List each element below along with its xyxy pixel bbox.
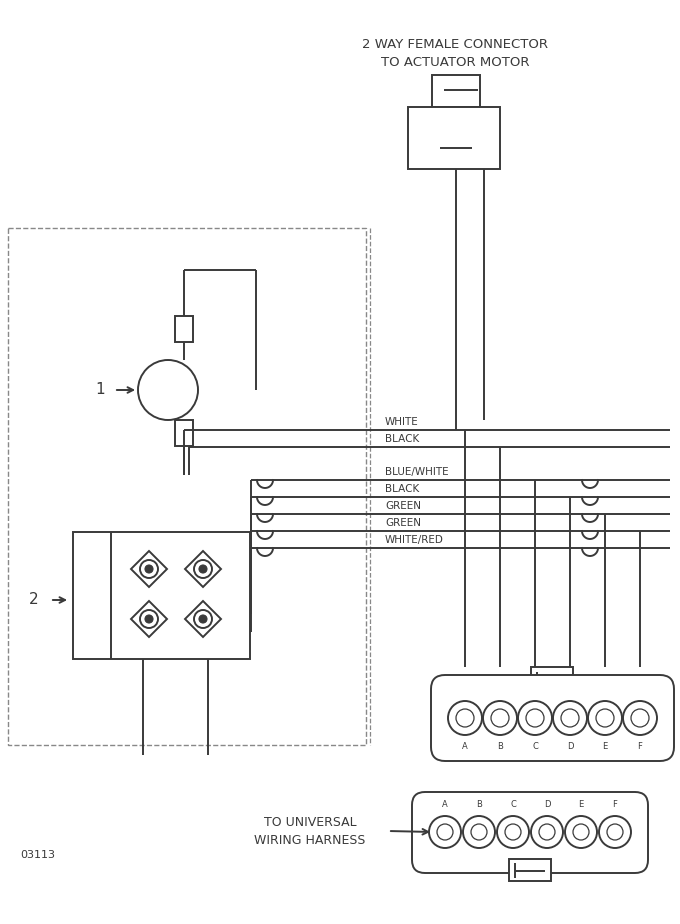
Text: A: A bbox=[442, 800, 448, 809]
Text: C: C bbox=[510, 800, 516, 809]
Circle shape bbox=[437, 824, 453, 840]
Polygon shape bbox=[131, 551, 167, 587]
Text: F: F bbox=[638, 742, 643, 751]
Circle shape bbox=[194, 610, 212, 628]
Circle shape bbox=[565, 816, 597, 848]
Bar bbox=[432, 75, 480, 107]
Circle shape bbox=[539, 824, 555, 840]
Bar bbox=[73, 532, 250, 659]
Circle shape bbox=[140, 560, 158, 578]
Text: WIRING HARNESS: WIRING HARNESS bbox=[254, 833, 366, 846]
Circle shape bbox=[471, 824, 487, 840]
Text: E: E bbox=[602, 742, 608, 751]
Circle shape bbox=[518, 701, 552, 735]
Circle shape bbox=[145, 615, 153, 623]
Text: A: A bbox=[462, 742, 468, 751]
Circle shape bbox=[483, 701, 517, 735]
Text: D: D bbox=[566, 742, 573, 751]
Circle shape bbox=[588, 701, 622, 735]
Circle shape bbox=[194, 560, 212, 578]
Text: BLACK: BLACK bbox=[385, 484, 420, 494]
Circle shape bbox=[526, 709, 544, 727]
Circle shape bbox=[497, 816, 529, 848]
Text: D: D bbox=[544, 800, 550, 809]
Circle shape bbox=[138, 360, 198, 420]
Text: BLACK: BLACK bbox=[385, 434, 420, 444]
Circle shape bbox=[463, 816, 495, 848]
Bar bbox=[408, 107, 500, 169]
Text: BLUE/WHITE: BLUE/WHITE bbox=[385, 467, 449, 477]
Circle shape bbox=[561, 709, 579, 727]
Bar bbox=[175, 316, 193, 342]
Text: B: B bbox=[497, 742, 503, 751]
Text: TO ACTUATOR MOTOR: TO ACTUATOR MOTOR bbox=[381, 55, 529, 68]
Circle shape bbox=[631, 709, 649, 727]
Text: 2: 2 bbox=[29, 592, 39, 607]
Circle shape bbox=[140, 610, 158, 628]
FancyBboxPatch shape bbox=[412, 792, 648, 873]
Text: GREEN: GREEN bbox=[385, 518, 421, 528]
Circle shape bbox=[599, 816, 631, 848]
Text: E: E bbox=[579, 800, 583, 809]
Bar bbox=[531, 667, 573, 689]
Circle shape bbox=[553, 701, 587, 735]
Text: WHITE/RED: WHITE/RED bbox=[385, 535, 444, 545]
Polygon shape bbox=[185, 601, 221, 637]
Circle shape bbox=[505, 824, 521, 840]
Circle shape bbox=[429, 816, 461, 848]
Polygon shape bbox=[185, 551, 221, 587]
Circle shape bbox=[596, 709, 614, 727]
Text: GREEN: GREEN bbox=[385, 501, 421, 511]
Text: 03113: 03113 bbox=[20, 850, 55, 860]
Text: C: C bbox=[532, 742, 538, 751]
Text: TO UNIVERSAL: TO UNIVERSAL bbox=[264, 816, 356, 829]
Circle shape bbox=[607, 824, 623, 840]
Text: F: F bbox=[613, 800, 617, 809]
Circle shape bbox=[491, 709, 509, 727]
Text: 2 WAY FEMALE CONNECTOR: 2 WAY FEMALE CONNECTOR bbox=[362, 39, 548, 52]
Circle shape bbox=[448, 701, 482, 735]
Circle shape bbox=[456, 709, 474, 727]
Circle shape bbox=[199, 615, 207, 623]
Circle shape bbox=[531, 816, 563, 848]
Polygon shape bbox=[131, 601, 167, 637]
Bar bbox=[509, 859, 551, 881]
Bar bbox=[175, 420, 193, 446]
Text: WHITE: WHITE bbox=[385, 417, 419, 427]
Bar bbox=[8, 228, 366, 745]
Text: B: B bbox=[476, 800, 482, 809]
Circle shape bbox=[623, 701, 657, 735]
Circle shape bbox=[573, 824, 589, 840]
Circle shape bbox=[145, 565, 153, 573]
Circle shape bbox=[199, 565, 207, 573]
Text: 1: 1 bbox=[95, 383, 105, 397]
FancyBboxPatch shape bbox=[431, 675, 674, 761]
